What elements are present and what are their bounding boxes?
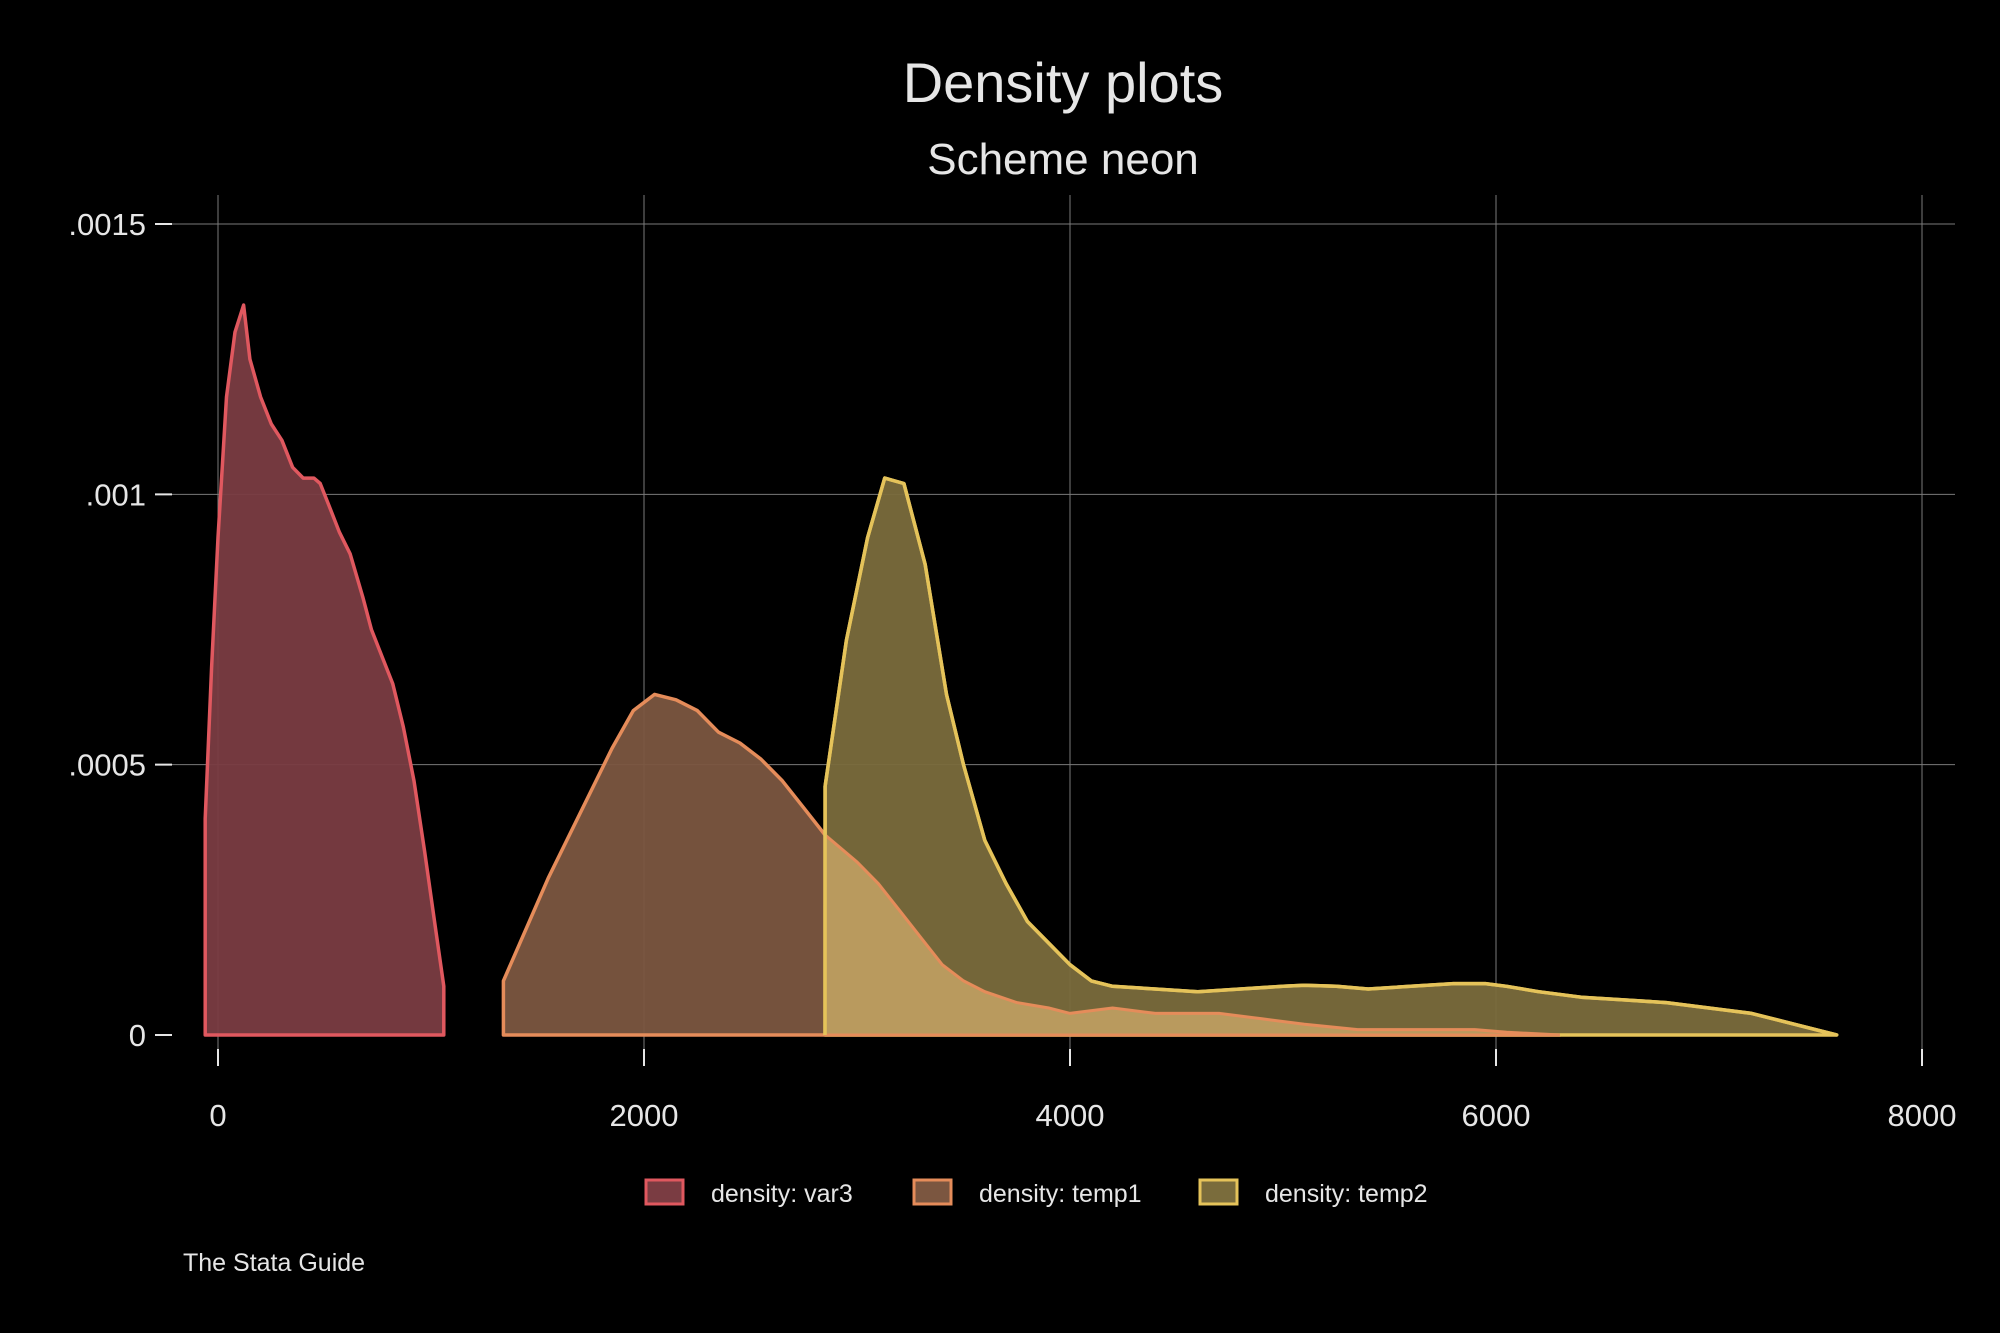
axes: 0 .0005 .001 .0015 0 2000 4000 6000 8000 <box>68 207 1956 1133</box>
x-tick-label: 4000 <box>1036 1098 1105 1133</box>
x-tick-label: 2000 <box>610 1098 679 1133</box>
legend-swatch <box>912 1178 953 1206</box>
y-tick-label: 0 <box>129 1018 146 1053</box>
legend-swatch <box>644 1178 685 1206</box>
legend-label: density: var3 <box>711 1180 853 1208</box>
density-outline-3 <box>823 476 1838 1037</box>
density-area-1 <box>203 303 446 1037</box>
grid-lines <box>172 195 1955 1049</box>
x-tick-label: 8000 <box>1888 1098 1957 1133</box>
x-tick-label: 6000 <box>1462 1098 1531 1133</box>
y-tick-label: .0015 <box>68 207 146 242</box>
chart-title: Density plots <box>903 51 1224 114</box>
y-tick-label: .0005 <box>68 748 146 783</box>
legend-label: density: temp1 <box>979 1180 1142 1208</box>
legend-swatch <box>1198 1178 1239 1206</box>
chart-note: The Stata Guide <box>183 1249 365 1277</box>
legend: density: var3 density: temp1 density: temp… <box>644 1178 1428 1208</box>
density-overlap-area <box>823 831 1560 1037</box>
series-areas <box>203 303 1839 1037</box>
x-tick-label: 0 <box>209 1098 226 1133</box>
legend-label: density: temp2 <box>1265 1180 1428 1208</box>
chart-subtitle: Scheme neon <box>927 135 1199 184</box>
y-tick-label: .001 <box>86 477 146 512</box>
